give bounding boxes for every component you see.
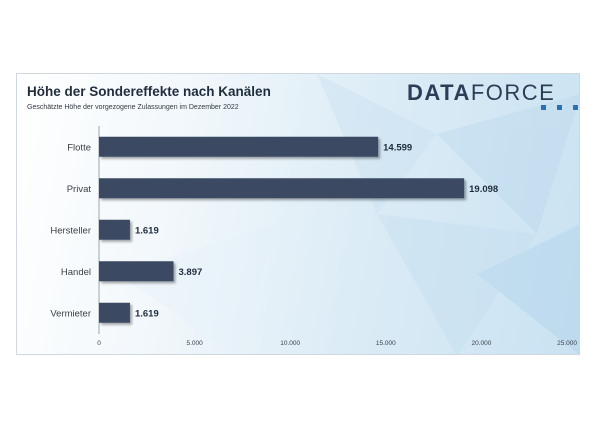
x-tick-label: 25.000 bbox=[557, 340, 577, 347]
chart-title: Höhe der Sondereffekte nach Kanälen bbox=[27, 84, 271, 99]
logo-dot bbox=[557, 105, 562, 110]
chart-subtitle: Geschätzte Höhe der vorgezogene Zulassun… bbox=[27, 104, 239, 111]
x-tick-labels-group: 0 5.000 10.000 15.000 20.000 25.000 bbox=[97, 340, 577, 347]
value-label: 14.599 bbox=[383, 142, 412, 153]
value-label: 1.619 bbox=[135, 225, 159, 236]
background-pattern bbox=[117, 74, 579, 354]
value-labels-group: 14.599 19.098 1.619 3.897 1.619 bbox=[135, 142, 498, 319]
x-tick-label: 20.000 bbox=[471, 340, 491, 347]
x-tick-label: 10.000 bbox=[280, 340, 300, 347]
category-label: Vermieter bbox=[50, 308, 91, 319]
chart-card: Flotte Privat Hersteller Handel Vermieter 14… bbox=[16, 73, 580, 355]
bar-flotte bbox=[99, 136, 379, 157]
value-label: 1.619 bbox=[135, 308, 159, 319]
bar-handel bbox=[99, 261, 174, 282]
logo-bold-text: DATA bbox=[407, 80, 471, 105]
category-label: Handel bbox=[61, 267, 91, 278]
bar-vermieter bbox=[99, 302, 130, 323]
logo-dot bbox=[573, 105, 578, 110]
bar-hersteller bbox=[99, 219, 130, 240]
x-tick-label: 5.000 bbox=[186, 340, 203, 347]
x-tick-label: 0 bbox=[97, 340, 101, 347]
bar-chart: Flotte Privat Hersteller Handel Vermieter 14… bbox=[50, 74, 579, 354]
logo-light-text: FORCE bbox=[470, 80, 556, 105]
x-tick-label: 15.000 bbox=[376, 340, 396, 347]
category-label: Hersteller bbox=[50, 225, 91, 236]
category-label: Flotte bbox=[67, 142, 91, 153]
logo-dot bbox=[541, 105, 546, 110]
dataforce-logo: DATAFORCE bbox=[407, 80, 578, 112]
category-labels-group: Flotte Privat Hersteller Handel Vermieter bbox=[50, 142, 91, 319]
category-label: Privat bbox=[67, 184, 92, 195]
bar-privat bbox=[99, 178, 465, 199]
value-label: 3.897 bbox=[179, 267, 203, 278]
value-label: 19.098 bbox=[469, 184, 498, 195]
bars-group bbox=[99, 136, 465, 323]
